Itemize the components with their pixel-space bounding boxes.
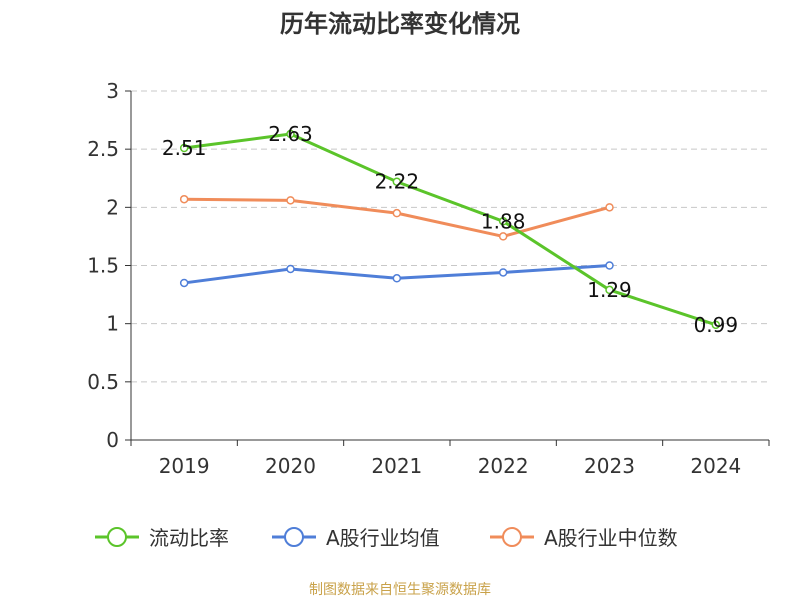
data-label: 1.29 (587, 278, 632, 302)
x-tick-label: 2022 (478, 454, 529, 478)
series-line (182, 197, 611, 238)
data-point (286, 264, 295, 274)
series-line (182, 132, 718, 327)
x-tick-label: 2019 (159, 454, 210, 478)
data-label: 2.51 (162, 136, 207, 160)
chart-title: 历年流动比率变化情况 (280, 10, 520, 38)
y-tick-label: 2 (106, 195, 119, 219)
data-label: 1.88 (481, 209, 526, 233)
legend-marker (107, 527, 127, 547)
data-point (711, 320, 721, 330)
legend-marker (502, 527, 522, 547)
data-point (392, 208, 402, 218)
data-label: 2.63 (268, 122, 313, 146)
data-label: 2.22 (375, 170, 420, 194)
data-point (605, 203, 614, 212)
data-label: 0.99 (694, 313, 739, 337)
x-tick-label: 2024 (690, 454, 741, 478)
data-point (179, 278, 189, 288)
x-tick-label: 2021 (371, 454, 422, 478)
data-point (605, 261, 614, 270)
x-tick-label: 2020 (265, 454, 316, 478)
x-tick-label: 2023 (584, 454, 635, 478)
data-labels: 2.51 2.63 2.22 1.88 1.29 0.99 (162, 122, 738, 337)
data-point (498, 217, 508, 226)
legend-label: 流动比率 (149, 526, 229, 550)
data-point (286, 129, 295, 139)
axes: 0 0.5 1 1.5 2 2.5 3 2019 2020 2021 2022 2023 2024 (87, 79, 770, 478)
y-tick-label: 2.5 (87, 137, 119, 161)
data-point (498, 268, 508, 277)
y-tick-label: 1 (106, 312, 119, 336)
legend-marker (284, 527, 304, 547)
y-tick-label: 0.5 (87, 370, 119, 394)
y-tick-label: 3 (106, 79, 119, 103)
y-tick-label: 1.5 (87, 254, 119, 278)
series-layer (179, 129, 721, 330)
data-point (286, 196, 295, 205)
data-point (392, 274, 402, 283)
data-point (179, 143, 189, 153)
data-point (498, 232, 508, 241)
legend-label: A股行业均值 (326, 526, 440, 550)
legend-label: A股行业中位数 (544, 526, 678, 550)
source-note: 制图数据来自恒生聚源数据库 (309, 582, 491, 598)
legend: 流动比率 A股行业均值 A股行业中位数 (95, 526, 678, 550)
y-tick-label: 0 (106, 428, 119, 452)
grid-lines (131, 90, 769, 383)
data-point (392, 177, 402, 186)
data-point (605, 285, 614, 295)
data-point (179, 194, 189, 204)
